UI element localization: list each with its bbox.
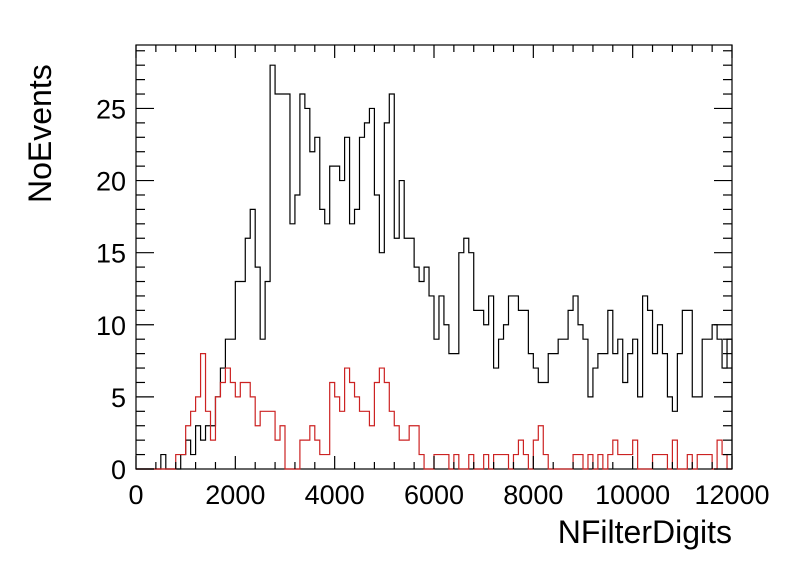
x-axis-title: NFilterDigits xyxy=(558,514,732,550)
tick-label-layer: 0 2000 4000 6000 8000 10000 12000 0 5 10 15 20 25 xyxy=(96,94,770,510)
plot-frame xyxy=(135,44,733,470)
y-tick-label: 5 xyxy=(111,383,126,413)
x-tick-label: 8000 xyxy=(503,480,563,510)
x-tick-label: 2000 xyxy=(205,480,265,510)
y-axis-title: NoEvents xyxy=(22,64,58,203)
y-tick-label: 10 xyxy=(96,311,126,341)
y-tick-label: 15 xyxy=(96,239,126,269)
y-tick-label: 25 xyxy=(96,94,126,124)
x-tick-label: 12000 xyxy=(694,480,769,510)
series-layer xyxy=(136,64,733,470)
x-tick-label: 4000 xyxy=(305,480,365,510)
x-tick-label: 0 xyxy=(128,480,143,510)
y-tick-label: 0 xyxy=(111,455,126,485)
y-tick-label: 20 xyxy=(96,167,126,197)
tick-layer xyxy=(135,45,733,470)
x-tick-label: 10000 xyxy=(595,480,670,510)
x-tick-label: 6000 xyxy=(404,480,464,510)
histogram-series-1 xyxy=(136,64,733,470)
